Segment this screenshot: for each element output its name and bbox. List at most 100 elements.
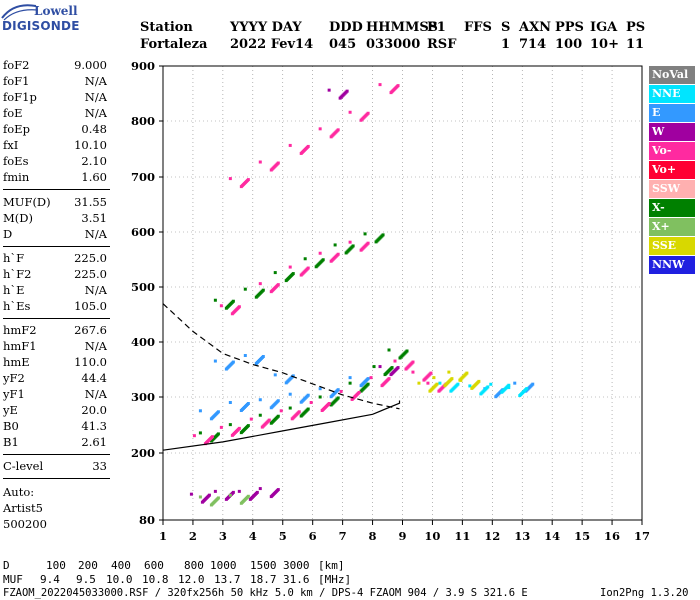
x-tick-label: 7 <box>339 529 347 543</box>
echo-mark <box>437 389 441 393</box>
echo-mark <box>200 500 204 504</box>
auto-version: 500200 <box>3 517 47 531</box>
footer-muf-unit: [MHz] <box>318 573 352 586</box>
echo-mark <box>269 406 273 410</box>
echo-mark <box>243 287 247 291</box>
legend-item-nnw: NNW <box>649 256 695 274</box>
param-value: 2.10 <box>81 154 107 168</box>
dashed-trace-curve <box>162 303 400 410</box>
echo-mark <box>329 135 333 139</box>
param-row: h`Es 105.0 <box>3 299 107 314</box>
x-tick-label: 16 <box>604 529 620 543</box>
param-row: foF1p N/A <box>3 90 107 105</box>
plot-grid <box>162 65 643 521</box>
x-tick-label: 6 <box>309 529 317 543</box>
param-value: 267.6 <box>74 323 107 337</box>
echo-mark <box>378 83 382 87</box>
footer-muf-value: 31.6 <box>283 573 310 586</box>
echo-mark <box>318 251 322 255</box>
logo-swoosh-icon <box>1 4 39 21</box>
echo-mark <box>344 251 348 255</box>
echo-mark <box>309 401 313 405</box>
echo-mark <box>219 304 223 308</box>
param-row: B1 2.61 <box>3 435 107 450</box>
digisonde-logo: Lowell DIGISONDE <box>0 0 120 44</box>
echo-mark <box>318 387 322 391</box>
param-value: 225.0 <box>74 251 107 265</box>
param-name: yF2 <box>3 371 25 385</box>
param-name: yF1 <box>3 387 25 401</box>
echo-mark <box>443 384 447 388</box>
header-axn-label: AXN <box>519 20 552 35</box>
param-value: 31.55 <box>74 195 107 209</box>
echo-mark <box>230 312 234 316</box>
echo-mark <box>428 389 432 393</box>
divider <box>3 189 110 190</box>
footer-version: Ion2Png 1.3.20 <box>600 587 689 599</box>
echo-mark <box>249 417 253 421</box>
x-tick-label: 13 <box>514 529 530 543</box>
echo-mark <box>213 489 217 493</box>
param-row: yF1 N/A <box>3 387 107 402</box>
param-value: N/A <box>84 106 107 120</box>
param-name: B1 <box>3 435 19 449</box>
header-p1-value: RSF <box>427 37 457 52</box>
param-row: hmF1 N/A <box>3 339 107 354</box>
header-axn-value: 714 <box>519 37 547 52</box>
echo-mark <box>288 143 292 147</box>
header-ddd-label: DDD <box>329 20 363 35</box>
x-tick-label: 10 <box>424 529 440 543</box>
echo-mark <box>314 265 318 269</box>
echo-mark <box>219 425 223 429</box>
echo-mark <box>359 389 363 393</box>
header-s-label: S <box>501 20 511 35</box>
header-time-label: HHMMSS <box>366 20 438 35</box>
y-tick-label: 600 <box>131 225 155 239</box>
echo-mark <box>359 384 363 388</box>
param-value: 44.4 <box>81 371 107 385</box>
echo-mark <box>290 417 294 421</box>
legend-item-vo-plus: Vo+ <box>649 161 695 179</box>
echo-mark <box>404 367 408 371</box>
echo-mark <box>269 290 273 294</box>
footer-muf-value: 10.8 <box>142 573 169 586</box>
echo-mark <box>230 433 234 437</box>
header-ps-label: PS <box>626 20 646 35</box>
echo-mark <box>479 392 483 396</box>
param-name: fmin <box>3 170 30 184</box>
x-tick-label: 12 <box>484 529 500 543</box>
param-row: foEs 2.10 <box>3 154 107 169</box>
echo-mark <box>284 279 288 283</box>
echo-mark <box>327 88 331 92</box>
footer-info: FZAOM_2022045033000.RSF / 320fx256h 50 k… <box>3 587 528 599</box>
footer-muf-value: 12.0 <box>178 573 205 586</box>
param-name: foEp <box>3 122 30 136</box>
y-tick-label: 900 <box>131 59 155 73</box>
echo-mark <box>303 257 307 261</box>
auto-label: Auto: <box>3 485 35 499</box>
param-name: foE <box>3 106 23 120</box>
header-pps-label: PPS <box>555 20 584 35</box>
echo-mark <box>228 177 232 181</box>
echo-mark <box>333 243 337 247</box>
param-row: MUF(D) 31.55 <box>3 195 107 210</box>
echo-mark <box>260 425 264 429</box>
echo-mark <box>258 413 262 417</box>
x-tick-label: 2 <box>189 529 197 543</box>
footer-d-label: D <box>3 559 10 572</box>
param-row: hmE 110.0 <box>3 355 107 370</box>
echo-mark <box>284 381 288 385</box>
echo-mark <box>228 423 232 427</box>
x-tick-label: 5 <box>279 529 287 543</box>
param-value: 110.0 <box>74 355 107 369</box>
echo-mark <box>279 409 283 413</box>
footer-d-value: 400 <box>111 559 131 572</box>
x-tick-label: 8 <box>369 529 377 543</box>
legend-item-ssw: SSW <box>649 180 695 198</box>
param-value: 105.0 <box>74 299 107 313</box>
echo-mark <box>369 376 373 380</box>
y-tick-label: 80 <box>139 513 155 527</box>
legend-item-noval: NoVal <box>649 66 695 84</box>
echo-mark <box>348 381 352 385</box>
